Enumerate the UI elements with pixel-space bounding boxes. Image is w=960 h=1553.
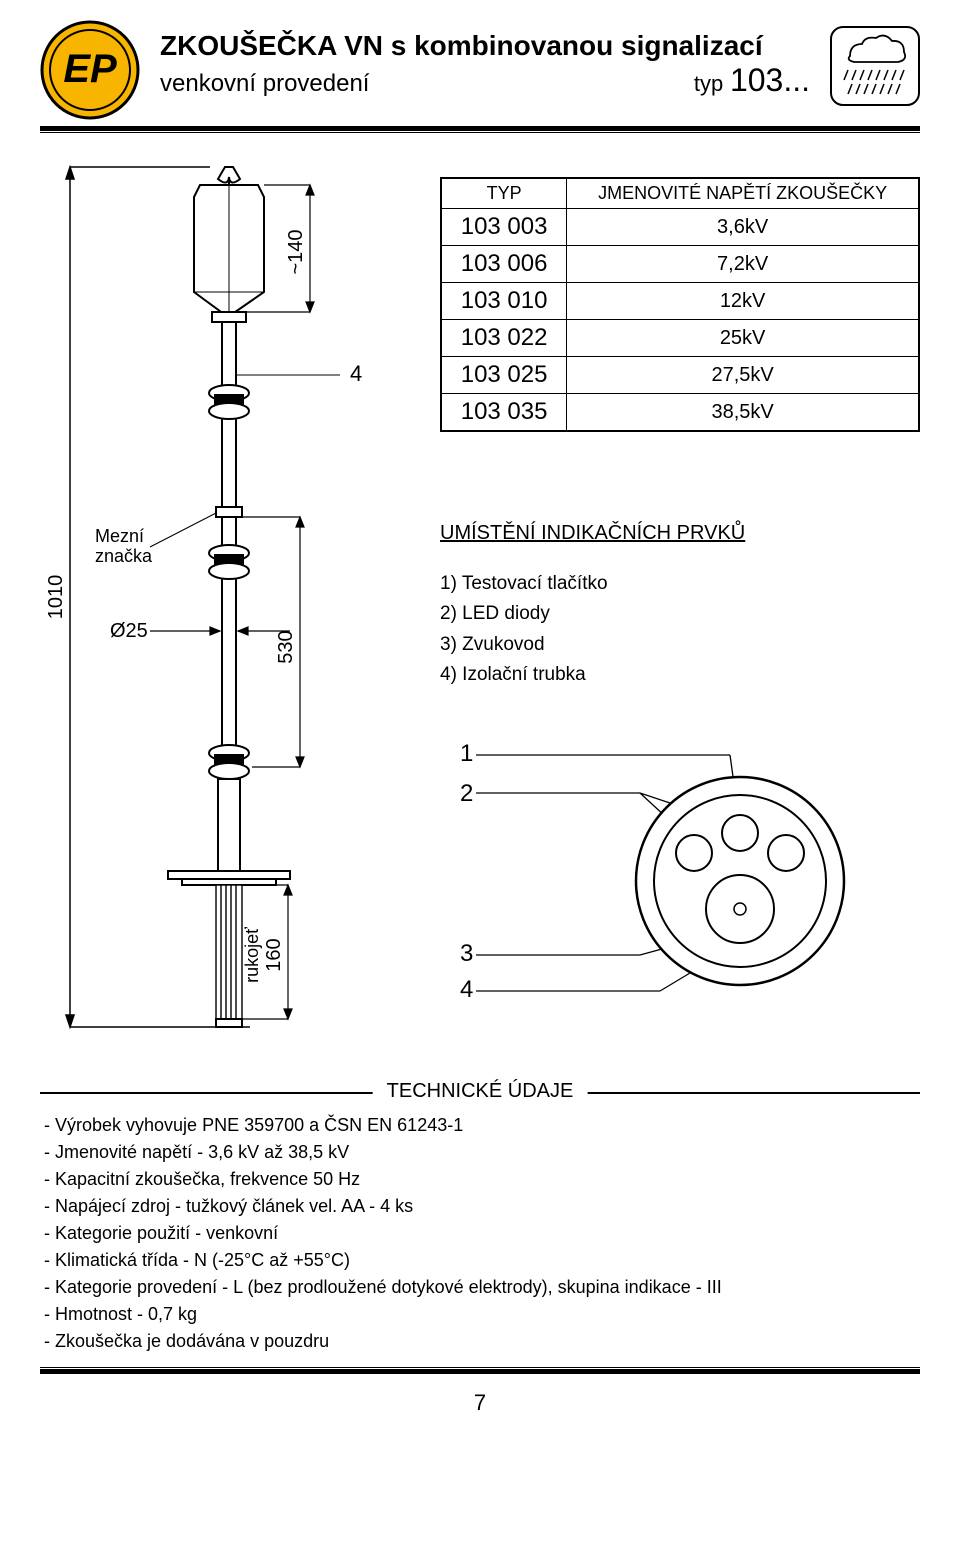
callout-1: 1 (460, 740, 473, 767)
svg-text:EP: EP (63, 47, 117, 91)
dim-mid: 530 (275, 630, 297, 663)
tech-data-box: TECHNICKÉ ÚDAJE - Výrobek vyhovuje PNE 3… (40, 1092, 920, 1363)
indicator-item: 3) Zvukovod (440, 630, 920, 660)
indicator-diagram: 1 2 3 4 (440, 731, 900, 1011)
dim-handle: 160 (263, 938, 285, 971)
tech-title: TECHNICKÉ ÚDAJE (373, 1080, 588, 1103)
tech-line: - Výrobek vyhovuje PNE 359700 a ČSN EN 6… (44, 1112, 916, 1139)
divider-thick (40, 126, 920, 131)
weather-rain-icon (830, 26, 920, 106)
page-number: 7 (40, 1390, 920, 1416)
indicator-item: 4) Izolační trubka (440, 660, 920, 690)
table-row: 103 0067,2kV (441, 246, 919, 283)
tech-line: - Kategorie použití - venkovní (44, 1220, 916, 1247)
limit-label-1: Mezní (95, 526, 144, 546)
table-cell: 12kV (567, 283, 919, 320)
table-row: 103 01012kV (441, 283, 919, 320)
limit-label-2: značka (95, 546, 153, 566)
tech-line: - Zkoušečka je dodávána v pouzdru (44, 1328, 916, 1355)
page-subtitle: venkovní provedení (160, 70, 369, 98)
table-cell: 103 003 (441, 209, 567, 246)
tech-line: - Napájecí zdroj - tužkový článek vel. A… (44, 1193, 916, 1220)
table-cell: 103 006 (441, 246, 567, 283)
diameter-label: Ø25 (110, 620, 148, 642)
dim-head: ~140 (285, 229, 307, 274)
indicator-title: UMÍSTĚNÍ INDIKAČNÍCH PRVKŮ (440, 522, 920, 545)
tech-line: - Jmenovité napětí - 3,6 kV až 38,5 kV (44, 1139, 916, 1166)
table-cell: 3,6kV (567, 209, 919, 246)
type-table: TYP JMENOVITÉ NAPĚTÍ ZKOUŠEČKY 103 0033,… (440, 177, 920, 432)
tech-line: - Klimatická třída - N (-25°C až +55°C) (44, 1247, 916, 1274)
callout-4: 4 (350, 361, 362, 386)
table-cell: 27,5kV (567, 357, 919, 394)
indicator-item: 1) Testovací tlačítko (440, 569, 920, 599)
footer-divider-thin (40, 1367, 920, 1368)
type-number: 103... (730, 62, 810, 98)
tech-line: - Hmotnost - 0,7 kg (44, 1301, 916, 1328)
table-row: 103 02225kV (441, 320, 919, 357)
tech-line: - Kategorie provedení - L (bez prodlouže… (44, 1274, 916, 1301)
table-row: 103 02527,5kV (441, 357, 919, 394)
table-cell: 25kV (567, 320, 919, 357)
page-title: ZKOUŠEČKA VN s kombinovanou signalizací (160, 30, 810, 62)
footer-divider-thick (40, 1369, 920, 1374)
table-cell: 38,5kV (567, 394, 919, 432)
table-col1: TYP (441, 178, 567, 209)
dim-total: 1010 (45, 575, 67, 620)
table-row: 103 0033,6kV (441, 209, 919, 246)
tech-line: - Kapacitní zkoušečka, frekvence 50 Hz (44, 1166, 916, 1193)
table-cell: 103 035 (441, 394, 567, 432)
table-cell: 7,2kV (567, 246, 919, 283)
header: EP ZKOUŠEČKA VN s kombinovanou signaliza… (40, 20, 920, 120)
table-row: 103 03538,5kV (441, 394, 919, 432)
divider-thin (40, 132, 920, 133)
technical-drawing: 1010 Mezní značka Ø25 (40, 157, 420, 1062)
callout-2: 2 (460, 780, 473, 807)
indicator-list: 1) Testovací tlačítko2) LED diody3) Zvuk… (440, 569, 920, 691)
table-cell: 103 010 (441, 283, 567, 320)
tech-list: - Výrobek vyhovuje PNE 359700 a ČSN EN 6… (40, 1104, 920, 1363)
table-cell: 103 022 (441, 320, 567, 357)
callout-4b: 4 (460, 976, 473, 1003)
logo: EP (40, 20, 140, 120)
table-cell: 103 025 (441, 357, 567, 394)
type-word: typ (694, 71, 723, 96)
handle-label: rukojeť (242, 927, 262, 983)
indicator-item: 2) LED diody (440, 599, 920, 629)
table-col2: JMENOVITÉ NAPĚTÍ ZKOUŠEČKY (567, 178, 919, 209)
callout-3: 3 (460, 940, 473, 967)
title-block: ZKOUŠEČKA VN s kombinovanou signalizací … (160, 20, 810, 99)
